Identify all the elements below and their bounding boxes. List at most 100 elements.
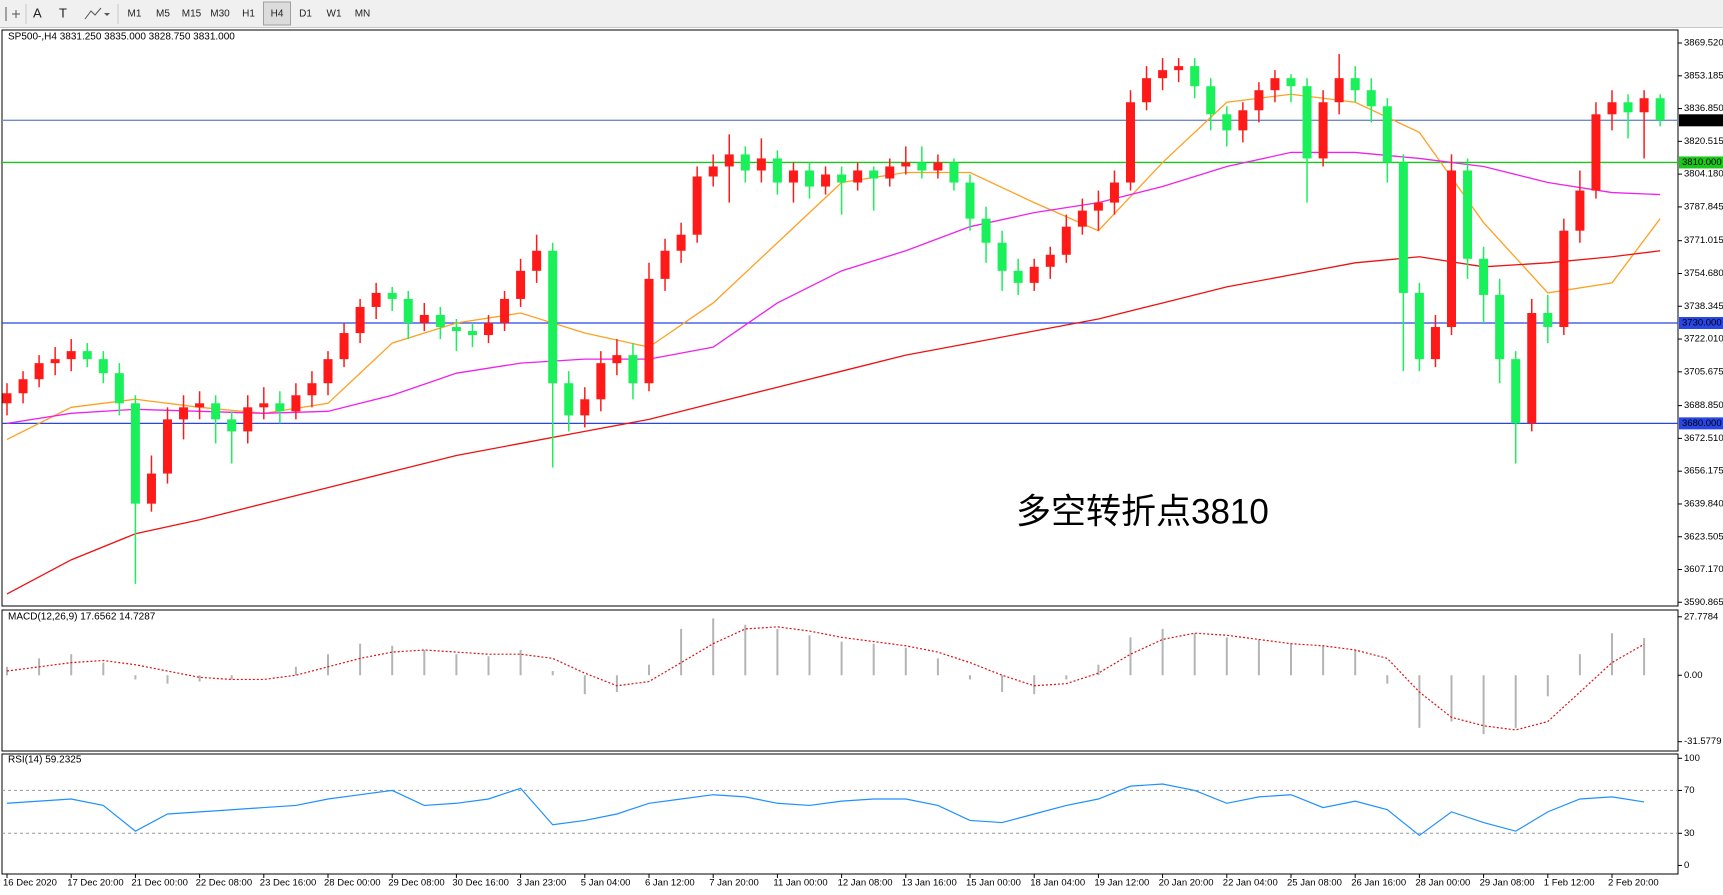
x-tick-label: 28 Dec 00:00 (324, 878, 381, 889)
candle-body (163, 419, 172, 474)
candle-body (451, 327, 461, 332)
candle-body (532, 250, 542, 271)
candle-body (211, 403, 221, 420)
candle-body (146, 473, 156, 504)
objects-icon[interactable] (84, 7, 102, 20)
candle-body (1463, 170, 1473, 259)
candle-body (98, 359, 108, 374)
candle-body (1013, 270, 1023, 283)
candle-body (467, 331, 477, 336)
candle-body (1286, 78, 1296, 87)
candle-body (1318, 102, 1328, 159)
rsi-label: RSI(14) 59.2325 (8, 755, 82, 766)
timeframe-button[interactable]: M15 (182, 9, 202, 20)
candle-body (1302, 86, 1312, 159)
timeframe-button[interactable]: M1 (128, 9, 142, 20)
candle-body (18, 379, 28, 394)
x-tick-label: 29 Dec 08:00 (388, 878, 445, 889)
candle-body (500, 298, 510, 324)
toolbar-bg (0, 0, 1723, 28)
x-tick-label: 7 Jan 20:00 (709, 878, 759, 889)
x-tick-label: 26 Jan 16:00 (1351, 878, 1406, 889)
candle-body (1639, 98, 1649, 113)
candle-body (740, 154, 750, 171)
y-tick-label: 3787.845 (1684, 201, 1723, 212)
candle-body (1511, 359, 1521, 424)
level-label-bg (1679, 417, 1723, 430)
macd-signal (6, 626, 1645, 731)
y-tick-label: 3672.510 (1684, 433, 1723, 444)
x-tick-label: 2 Feb 20:00 (1608, 878, 1659, 889)
candle-body (1559, 230, 1569, 328)
candle-body (692, 176, 702, 235)
candle-body (837, 174, 847, 183)
y-tick-label: 3738.345 (1684, 301, 1723, 312)
candle-body (1254, 90, 1264, 111)
y-tick-label: 3705.675 (1684, 366, 1723, 377)
chart-bg (0, 28, 1723, 895)
crosshair-icon[interactable] (12, 10, 20, 18)
panel-frame (1, 29, 1679, 607)
timeframe-button[interactable]: H1 (242, 9, 255, 20)
dropdown-icon[interactable] (104, 13, 110, 16)
timeframe-button[interactable]: M30 (210, 9, 230, 20)
y-tick-label: 70 (1684, 785, 1695, 796)
moving-average (6, 151, 1661, 425)
tool-button[interactable]: T (59, 5, 67, 20)
candle-body (1142, 78, 1152, 103)
candle-body (644, 278, 654, 384)
y-tick-label: 100 (1684, 753, 1700, 764)
candle-body (1479, 258, 1489, 295)
level-label: 3680.000 (1682, 418, 1722, 429)
candle-body (1350, 78, 1360, 91)
candle-body (371, 292, 381, 307)
timeframe-group: M1 M5 M15 M30 H1 H4 D1 W1 MN (128, 1, 371, 26)
x-tick-label: 21 Dec 00:00 (131, 878, 188, 889)
candle-body (66, 351, 76, 360)
y-tick-label: 3623.505 (1684, 531, 1723, 542)
candle-body (949, 162, 959, 183)
candle-body (612, 355, 622, 364)
candle-body (1607, 102, 1617, 115)
level-label-bg (1679, 156, 1723, 169)
y-tick-label: 3836.850 (1684, 103, 1723, 114)
timeframe-button[interactable]: D1 (299, 9, 312, 20)
candle-body (1575, 190, 1585, 231)
candle-body (724, 154, 734, 167)
candle-body (403, 298, 413, 324)
candle-body (355, 306, 365, 334)
candle-body (965, 182, 975, 219)
candle-body (82, 351, 92, 360)
x-tick-label: 29 Jan 08:00 (1480, 878, 1535, 889)
annotation: 多空转折点3810 (1016, 492, 1269, 531)
level-label: 3810.000 (1682, 157, 1722, 168)
candle-body (243, 407, 253, 432)
candle-body (1174, 66, 1184, 71)
candle-body (1430, 327, 1440, 360)
candle-body (130, 403, 140, 504)
x-tick-label: 22 Jan 04:00 (1223, 878, 1278, 889)
y-tick-label: 3722.010 (1684, 334, 1723, 345)
x-tick-label: 19 Jan 12:00 (1094, 878, 1149, 889)
y-tick-label: 3590.865 (1684, 597, 1723, 608)
timeframe-button[interactable]: H4 (271, 9, 284, 20)
x-tick-label: 22 Dec 08:00 (196, 878, 253, 889)
candle-body (516, 270, 526, 299)
candle-body (1334, 78, 1344, 103)
y-tick-label: 3853.185 (1684, 70, 1723, 81)
timeframe-button[interactable]: W1 (327, 9, 342, 20)
level-label-bg (1679, 114, 1723, 127)
y-tick-label: -31.5779 (1684, 736, 1722, 747)
rsi-line (6, 783, 1645, 837)
timeframe-button[interactable]: M5 (156, 9, 170, 20)
candle-body (933, 162, 943, 171)
panel-frame (1, 609, 1679, 752)
candle-body (114, 373, 124, 404)
tool-button[interactable]: A (33, 5, 42, 20)
x-tick-label: 23 Dec 16:00 (260, 878, 317, 889)
timeframe-button[interactable]: MN (355, 9, 371, 20)
x-tick-label: 30 Dec 16:00 (452, 878, 509, 889)
candle-body (756, 158, 766, 171)
candle-body (708, 166, 718, 177)
